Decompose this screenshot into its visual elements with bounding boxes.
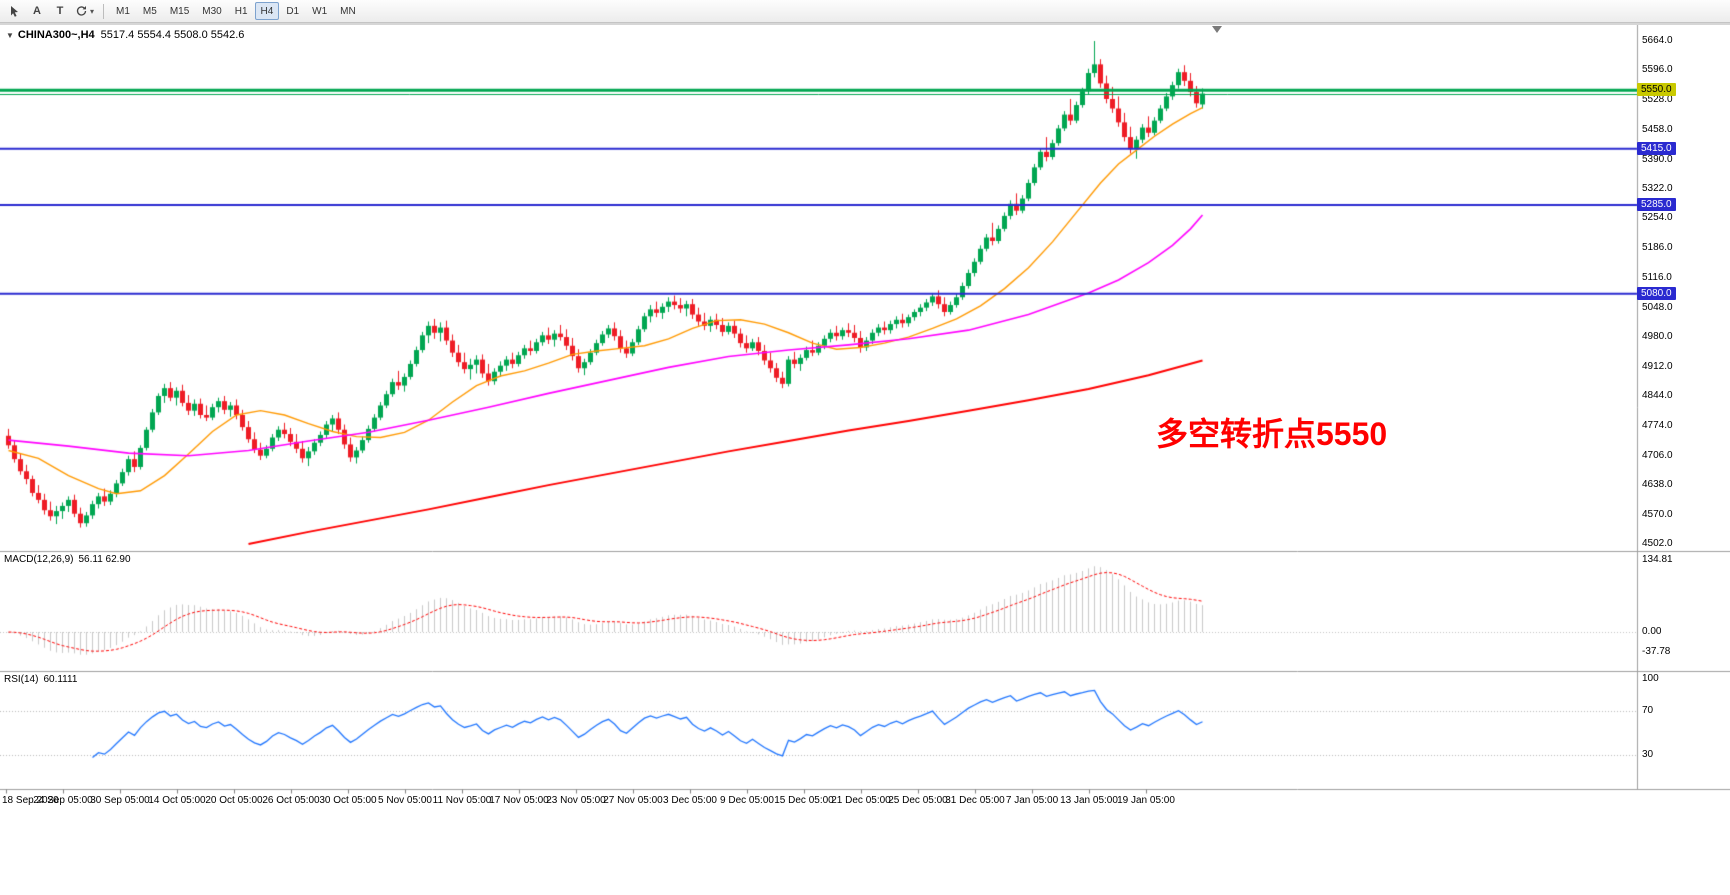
macd-axis-label: 134.81 [1642, 554, 1673, 565]
price-axis-label: 5254.0 [1642, 212, 1673, 224]
time-axis-label: 27 Nov 05:00 [603, 795, 663, 806]
price-tag-5550.0: 5550.0 [1637, 83, 1676, 97]
time-axis-label: 15 Dec 05:00 [774, 795, 834, 806]
price-axis-label: 4638.0 [1642, 479, 1673, 491]
time-axis-label: 20 Oct 05:00 [205, 795, 263, 806]
time-axis-label: 31 Dec 05:00 [945, 795, 1005, 806]
text-tool-button[interactable]: A [26, 1, 48, 21]
time-axis-label: 18 Sep 2020 [2, 795, 59, 806]
rsi-label: RSI(14) 60.1111 [4, 674, 82, 685]
timeframe-m30-button[interactable]: M30 [196, 2, 227, 20]
text-tool-icon: A [33, 4, 41, 17]
timeframe-m15-button[interactable]: M15 [164, 2, 195, 20]
macd-label: MACD(12,26,9) 56.11 62.90 [4, 554, 136, 565]
macd-values: 56.11 62.90 [78, 554, 131, 565]
macd-axis-label: -37.78 [1642, 646, 1671, 658]
rsi-axis-label: 70 [1642, 705, 1654, 717]
price-scale[interactable]: 5664.0 5596.0 5528.0 5458.0 5390.0 5322.0 5254… [1637, 25, 1730, 791]
price-tag-5080.0: 5080.0 [1637, 286, 1676, 300]
indicators-button[interactable]: ▾ [72, 1, 97, 21]
price-axis-label: 4570.0 [1642, 508, 1673, 520]
cursor-tool-button[interactable] [3, 1, 25, 21]
rsi-name: RSI(14) [4, 674, 39, 685]
toolbar: A T ▾ M1 M5 M15 M30 H1 H4 D1 W1 MN [0, 0, 1730, 23]
price-axis-label: 5116.0 [1642, 272, 1672, 284]
timeframe-mn-button[interactable]: MN [334, 2, 362, 20]
time-axis-label: 7 Jan 05:00 [1005, 795, 1059, 806]
time-axis-label: 3 Dec 05:00 [663, 795, 717, 806]
cursor-icon [11, 6, 18, 17]
time-axis-label: 25 Dec 05:00 [888, 795, 948, 806]
symbol-dropdown-icon[interactable]: ▼ [6, 31, 14, 40]
timeframe-m1-button[interactable]: M1 [110, 2, 136, 20]
time-axis-label: 5 Nov 05:00 [378, 795, 432, 806]
time-axis-label: 11 Nov 05:00 [432, 795, 492, 806]
price-axis-label: 4912.0 [1642, 360, 1673, 372]
price-axis-label: 5596.0 [1642, 64, 1673, 76]
chart-shift-marker[interactable] [1212, 26, 1222, 33]
toolbar-separator [103, 3, 105, 19]
rsi-axis-label: 100 [1642, 673, 1659, 684]
price-axis-label: 5322.0 [1642, 183, 1673, 195]
annotation-text[interactable]: 多空转折点5550 [1156, 416, 1388, 452]
time-axis-label: 26 Oct 05:00 [262, 795, 320, 806]
time-axis-label: 13 Jan 05:00 [1060, 795, 1118, 806]
price-axis-label: 5458.0 [1642, 124, 1673, 136]
timeframe-d1-button[interactable]: D1 [280, 2, 305, 20]
template-tool-button[interactable]: T [49, 1, 71, 21]
price-axis-label: 4844.0 [1642, 389, 1673, 401]
price-axis-label: 5528.0 [1642, 93, 1673, 105]
rsi-value: 60.1111 [43, 674, 78, 685]
time-axis-label: 14 Oct 05:00 [148, 795, 206, 806]
macd-axis-label: 0.00 [1642, 626, 1662, 637]
rsi-axis-label: 30 [1642, 748, 1654, 760]
chevron-down-icon: ▾ [90, 6, 95, 16]
symbol-label: ▼ CHINA300~,H4 5517.4 5554.4 5508.0 5542.6 [6, 29, 244, 41]
time-axis-label: 23 Nov 05:00 [546, 795, 606, 806]
time-axis-label: 30 Sep 05:00 [90, 795, 150, 806]
price-axis-label: 5390.0 [1642, 153, 1673, 165]
timeframe-h1-button[interactable]: H1 [229, 2, 254, 20]
timeframe-m5-button[interactable]: M5 [137, 2, 163, 20]
timeframe-h4-button[interactable]: H4 [254, 2, 280, 20]
price-tag-5415.0: 5415.0 [1637, 141, 1676, 155]
price-axis-label: 4980.0 [1642, 331, 1673, 343]
price-axis-label: 4774.0 [1642, 420, 1673, 432]
macd-name: MACD(12,26,9) [4, 554, 74, 565]
time-axis-label: 9 Dec 05:00 [720, 795, 774, 806]
indicators-icon [76, 6, 87, 16]
ohlc-values: 5517.4 5554.4 5508.0 5542.6 [100, 29, 245, 41]
time-axis-label: 21 Dec 05:00 [831, 795, 891, 806]
time-axis[interactable]: 18 Sep 2020 24 Sep 05:00 30 Sep 05:00 14 Oc… [0, 789, 1730, 811]
chart-area: ▼ CHINA300~,H4 5517.4 5554.4 5508.0 5542.6… [0, 23, 1730, 895]
chart-canvas[interactable] [0, 25, 1730, 895]
timeframe-buttons: M1 M5 M15 M30 H1 H4 D1 W1 MN [110, 2, 362, 20]
template-tool-icon: T [56, 4, 64, 17]
time-axis-label: 17 Nov 05:00 [489, 795, 549, 806]
price-axis-label: 5186.0 [1642, 241, 1673, 253]
price-axis-label: 4502.0 [1642, 538, 1673, 549]
timeframe-w1-button[interactable]: W1 [306, 2, 333, 20]
time-axis-label: 24 Sep 05:00 [33, 795, 93, 806]
price-axis-label: 5048.0 [1642, 301, 1673, 313]
time-axis-label: 19 Jan 05:00 [1117, 795, 1175, 806]
price-axis-label: 5664.0 [1642, 35, 1673, 46]
time-axis-label: 30 Oct 05:00 [319, 795, 377, 806]
symbol-name: CHINA300~,H4 [17, 29, 95, 41]
price-tag-5285.0: 5285.0 [1637, 198, 1676, 212]
price-axis-label: 4706.0 [1642, 449, 1673, 461]
